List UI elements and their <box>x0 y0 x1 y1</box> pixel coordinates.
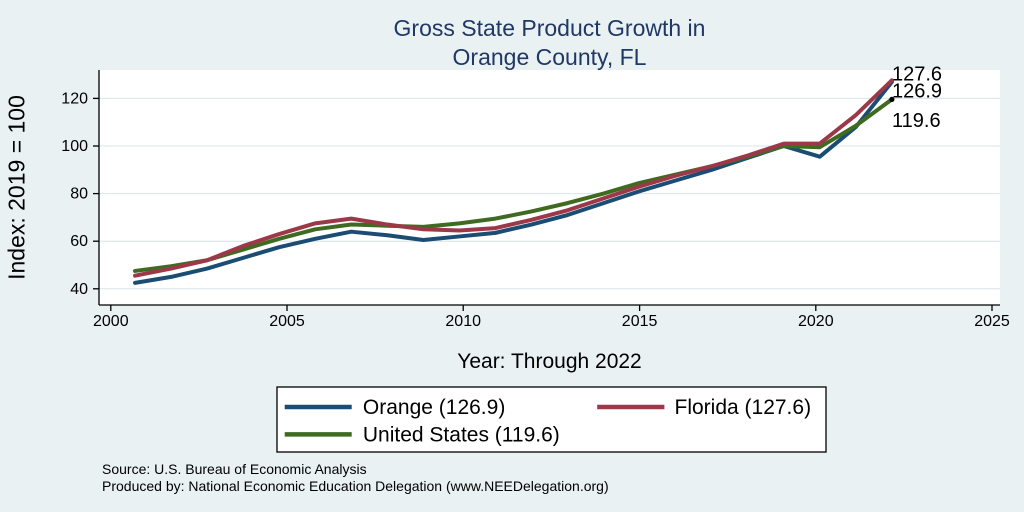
svg-text:United States (119.6): United States (119.6) <box>363 423 560 446</box>
svg-text:Orange (126.9): Orange (126.9) <box>363 396 505 419</box>
svg-text:Florida (127.6): Florida (127.6) <box>675 396 812 419</box>
